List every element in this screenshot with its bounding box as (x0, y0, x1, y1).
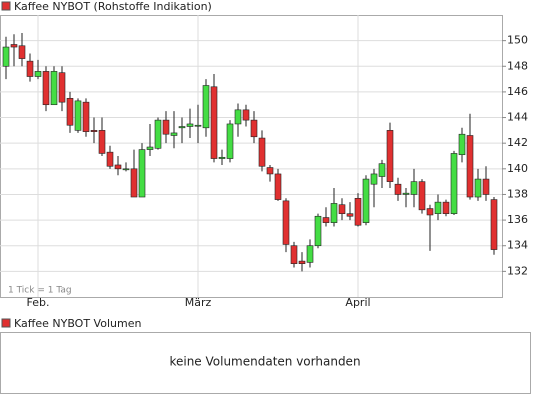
candle-body (394, 183, 402, 195)
y-tick-label: 148 (507, 59, 528, 72)
tick-note: 1 Tick = 1 Tag (8, 286, 72, 296)
candle-body (490, 199, 498, 250)
y-tick-label: 150 (507, 34, 528, 47)
candle-body (98, 130, 106, 154)
candle-body (250, 119, 258, 138)
candle-body (130, 168, 138, 198)
candle-body (50, 71, 58, 106)
candle-body (378, 163, 386, 177)
candle-body (418, 181, 426, 211)
candle-body (362, 178, 370, 223)
y-tick-label: 144 (507, 111, 528, 124)
candle-body (186, 123, 194, 127)
candle-body (474, 178, 482, 198)
candle-body (122, 168, 130, 171)
candle-body (410, 181, 418, 195)
candle-body (482, 178, 490, 195)
volume-message: keine Volumendaten vorhanden (169, 355, 360, 369)
candle-body (314, 215, 322, 247)
candle-body (146, 146, 154, 150)
legend-swatch (1, 1, 11, 11)
candle-body (290, 245, 298, 264)
y-tick-label: 138 (507, 187, 528, 200)
candle-body (274, 173, 282, 200)
candle-body (162, 119, 170, 135)
candle-body (210, 86, 218, 159)
candle-body (178, 126, 186, 129)
candle-body (202, 85, 210, 129)
legend-swatch (1, 318, 11, 328)
volume-title: Kaffee NYBOT Volumen (14, 317, 141, 330)
candle-body (346, 213, 354, 217)
candle-body (258, 137, 266, 167)
candle-body (10, 44, 18, 48)
candle-body (138, 149, 146, 198)
candle-body (330, 203, 338, 223)
candle-body (306, 245, 314, 263)
y-tick-label: 146 (507, 85, 528, 98)
candle-body (18, 45, 26, 59)
candle-body (370, 173, 378, 185)
candle-body (226, 123, 234, 159)
candle-body (442, 201, 450, 214)
candle-body (298, 260, 306, 264)
x-tick-label: April (345, 296, 370, 309)
y-tick-label: 142 (507, 136, 528, 149)
candle-body (82, 101, 90, 132)
candle-body (322, 217, 330, 223)
candle-body (114, 164, 122, 170)
candle-body (458, 133, 466, 156)
x-tick-label: Feb. (27, 296, 50, 309)
y-tick-label: 134 (507, 239, 528, 252)
candle-body (170, 132, 178, 136)
candle-body (218, 156, 226, 159)
candle-body (338, 204, 346, 214)
candle-body (42, 71, 50, 106)
candle-body (354, 198, 362, 226)
candle-body (26, 60, 34, 77)
candle-body (106, 151, 114, 167)
candle-body (402, 192, 410, 195)
y-tick-label: 136 (507, 213, 528, 226)
candle-body (466, 135, 474, 198)
candle-body (242, 109, 250, 121)
x-tick-label: März (185, 296, 212, 309)
candle-body (66, 98, 74, 126)
plot-frame (0, 15, 503, 298)
candle-body (2, 46, 10, 67)
candle-body (450, 153, 458, 214)
volume-frame (0, 332, 531, 394)
y-tick-label: 140 (507, 162, 528, 175)
candle-body (426, 208, 434, 216)
candle-body (234, 109, 242, 125)
candle-body (386, 130, 394, 182)
candle-body (58, 72, 66, 103)
candle-body (154, 119, 162, 149)
candle-body (194, 124, 202, 127)
candle-body (74, 100, 82, 131)
candle-body (434, 201, 442, 214)
y-tick-label: 132 (507, 264, 528, 277)
chart-title: Kaffee NYBOT (Rohstoffe Indikation) (14, 0, 212, 13)
candle-body (34, 71, 42, 77)
candle-body (90, 130, 98, 132)
candle-body (282, 200, 290, 245)
candle-body (266, 167, 274, 175)
